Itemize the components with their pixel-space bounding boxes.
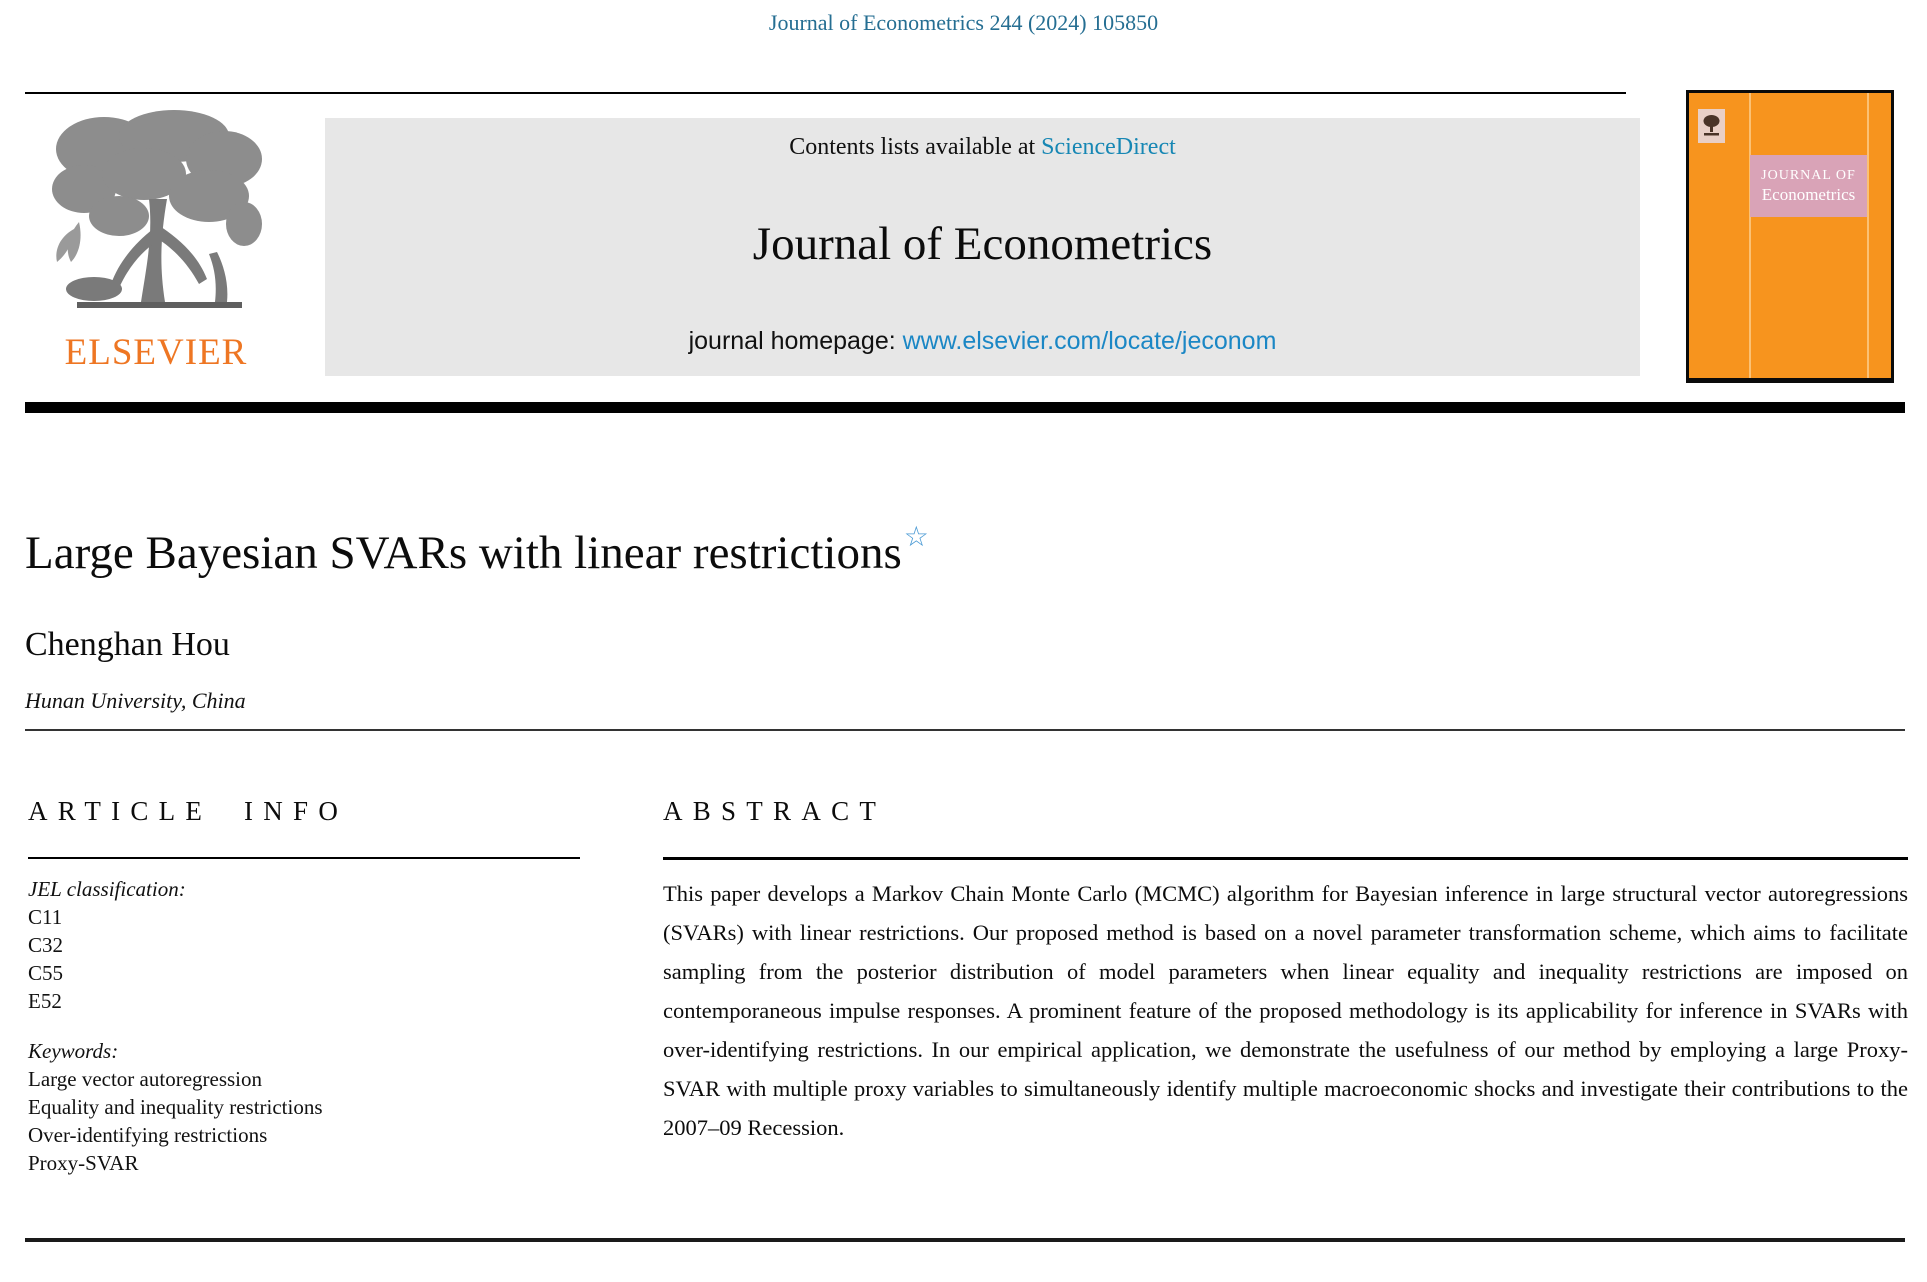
article-title: Large Bayesian SVARs with linear restric… (25, 522, 929, 580)
journal-citation-link[interactable]: Journal of Econometrics 244 (2024) 10585… (768, 10, 1159, 35)
jel-code: C55 (28, 961, 64, 985)
jel-classification-label: JEL classification: (28, 877, 186, 901)
cover-title-line2: Econometrics (1761, 184, 1856, 204)
title-footnote-star[interactable]: ☆ (903, 522, 929, 553)
abstract-text: This paper develops a Markov Chain Monte… (663, 881, 1908, 1140)
article-info-section: ARTICLE INFO JEL classification: C11 C32… (28, 796, 580, 1177)
keywords-label: Keywords: (28, 1039, 119, 1063)
cover-title-line1: JOURNAL OF (1761, 167, 1856, 183)
cover-vertical-rule (1749, 93, 1751, 378)
article-info-rule (28, 857, 580, 859)
journal-cover-thumbnail[interactable]: JOURNAL OF Econometrics (1686, 90, 1894, 383)
keyword-item: Proxy-SVAR (28, 1151, 139, 1175)
article-title-text: Large Bayesian SVARs with linear restric… (25, 527, 902, 579)
section-divider-rule (25, 729, 1905, 731)
author-affiliation: Hunan University, China (25, 688, 246, 713)
homepage-url-link[interactable]: www.elsevier.com/locate/jeconom (902, 327, 1277, 355)
author-name: Chenghan Hou (25, 626, 230, 663)
jel-code: E52 (28, 989, 62, 1013)
journal-title: Journal of Econometrics (752, 218, 1213, 270)
abstract-section: ABSTRACT This paper develops a Markov Ch… (663, 796, 1908, 1147)
elsevier-logo: ELSEVIER (22, 104, 290, 384)
keyword-item: Equality and inequality restrictions (28, 1095, 323, 1119)
homepage-label: journal homepage: (688, 327, 903, 355)
jel-code: C32 (28, 933, 64, 957)
header-divider-bar (25, 402, 1905, 413)
contents-prefix: Contents lists available at (789, 134, 1042, 160)
contents-line: Contents lists available at ScienceDirec… (789, 134, 1176, 161)
cover-elsevier-mark-icon (1698, 109, 1725, 143)
journal-banner: Contents lists available at ScienceDirec… (325, 118, 1640, 376)
homepage-line: journal homepage: www.elsevier.com/locat… (689, 327, 1277, 356)
elsevier-wordmark: ELSEVIER (64, 332, 248, 373)
keyword-item: Large vector autoregression (28, 1067, 263, 1091)
cover-vertical-rule (1867, 93, 1869, 378)
abstract-heading: ABSTRACT (663, 796, 887, 826)
header-top-rule (25, 92, 1626, 94)
elsevier-tree-icon (51, 110, 262, 308)
page-bottom-rule (25, 1238, 1905, 1242)
article-info-heading: ARTICLE INFO (28, 796, 349, 826)
cover-title-band: JOURNAL OF Econometrics (1750, 155, 1867, 217)
jel-code: C11 (28, 905, 63, 929)
keyword-item: Over-identifying restrictions (28, 1123, 268, 1147)
sciencedirect-link[interactable]: ScienceDirect (1041, 134, 1176, 160)
abstract-rule (663, 857, 1908, 860)
